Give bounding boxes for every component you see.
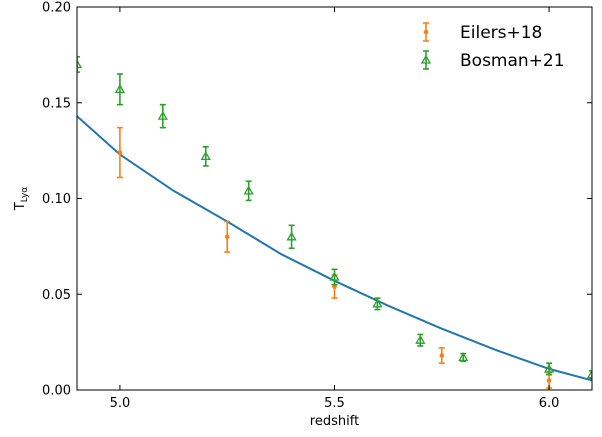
series-layer bbox=[77, 55, 592, 389]
data-point bbox=[243, 185, 254, 195]
y-axis-label-main: T bbox=[13, 202, 28, 211]
legend-marker bbox=[423, 29, 429, 35]
legend-label: Bosman+21 bbox=[460, 51, 565, 71]
svg-text:TLyα: TLyα bbox=[13, 187, 30, 211]
ticks-layer: 5.0 5.5 6.0 0.00 0.05 0.10 0.15 0.20 bbox=[42, 1, 592, 411]
data-point bbox=[114, 84, 126, 93]
y-tick-label: 0.10 bbox=[42, 192, 71, 207]
data-point bbox=[329, 271, 340, 281]
data-point bbox=[157, 110, 168, 120]
data-point bbox=[77, 59, 83, 69]
model-line bbox=[77, 115, 592, 382]
legend-marker bbox=[420, 54, 432, 64]
data-point bbox=[586, 369, 592, 379]
y-tick-label: 0.15 bbox=[42, 96, 71, 111]
legend-label: Eilers+18 bbox=[460, 23, 542, 43]
data-point bbox=[458, 352, 469, 362]
legend: Eilers+18 Bosman+21 bbox=[420, 22, 565, 71]
data-point bbox=[543, 363, 555, 373]
data-point bbox=[286, 231, 297, 241]
y-tick-label: 0.20 bbox=[42, 1, 71, 16]
y-tick-label: 0.05 bbox=[42, 288, 71, 303]
x-axis-label: redshift bbox=[310, 414, 359, 429]
x-tick-label: 5.5 bbox=[324, 396, 345, 411]
model-line-layer bbox=[77, 115, 592, 382]
legend-entry: Bosman+21 bbox=[420, 50, 565, 71]
x-tick-label: 6.0 bbox=[539, 396, 560, 411]
data-point bbox=[117, 150, 123, 155]
data-point bbox=[372, 298, 383, 308]
y-tick-label: 0.00 bbox=[42, 384, 71, 399]
series-bosman-21 bbox=[77, 55, 592, 380]
y-axis-label: TLyα bbox=[13, 187, 30, 211]
data-point bbox=[546, 378, 552, 383]
data-point bbox=[224, 234, 230, 240]
series-eilers-18 bbox=[116, 126, 553, 389]
data-point bbox=[415, 334, 426, 344]
legend-entry: Eilers+18 bbox=[423, 22, 542, 43]
data-point bbox=[200, 151, 211, 161]
x-tick-label: 5.0 bbox=[110, 396, 131, 411]
y-axis-label-sub: Lyα bbox=[20, 187, 30, 203]
data-point bbox=[439, 353, 445, 358]
